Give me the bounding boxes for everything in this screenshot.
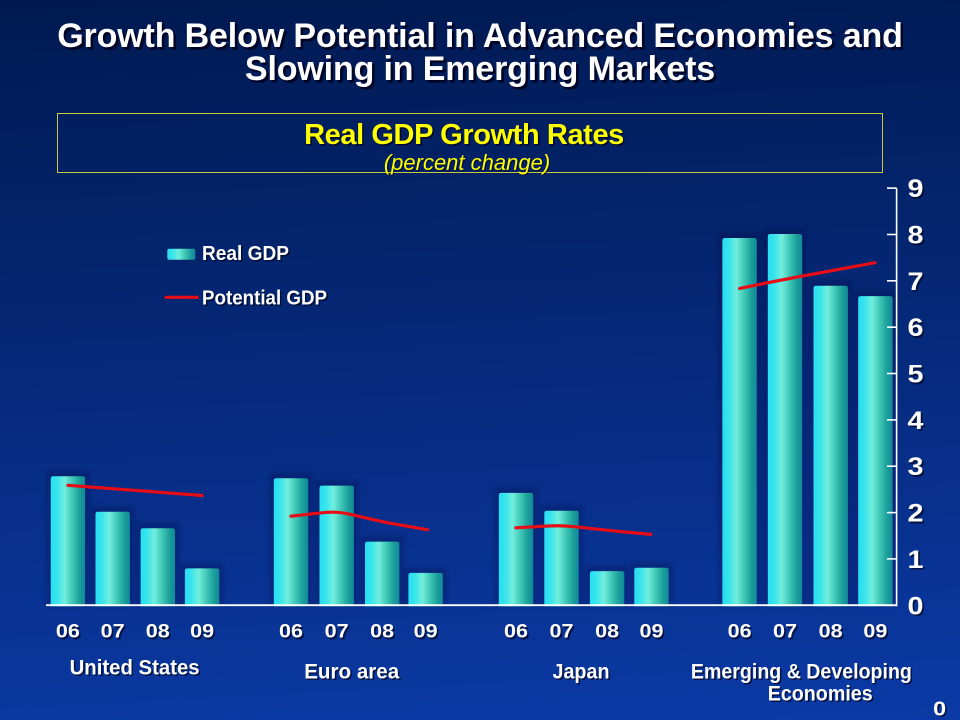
- svg-text:09: 09: [641, 623, 665, 644]
- svg-text:07: 07: [326, 623, 350, 644]
- svg-text:United States: United States: [71, 657, 201, 681]
- svg-text:08: 08: [597, 623, 621, 644]
- svg-text:Real GDP: Real GDP: [204, 245, 291, 267]
- svg-text:09: 09: [640, 622, 664, 643]
- svg-text:6: 6: [908, 314, 924, 342]
- svg-text:09: 09: [414, 622, 438, 643]
- svg-text:1: 1: [909, 548, 925, 576]
- svg-text:09: 09: [192, 623, 216, 644]
- svg-text:8: 8: [908, 222, 924, 250]
- svg-text:07: 07: [775, 623, 799, 644]
- svg-text:Economies: Economies: [769, 683, 874, 707]
- svg-text:5: 5: [908, 361, 924, 389]
- svg-text:8: 8: [909, 223, 925, 251]
- svg-text:08: 08: [595, 622, 619, 643]
- svg-text:08: 08: [146, 622, 170, 643]
- svg-text:0: 0: [935, 699, 948, 720]
- svg-text:07: 07: [325, 622, 349, 643]
- svg-text:4: 4: [909, 409, 925, 437]
- svg-text:3: 3: [908, 453, 924, 481]
- svg-text:7: 7: [909, 270, 925, 298]
- svg-text:2: 2: [908, 500, 924, 528]
- svg-text:4: 4: [908, 407, 924, 435]
- svg-text:Japan: Japan: [553, 659, 610, 683]
- svg-text:9: 9: [908, 175, 924, 203]
- svg-text:06: 06: [281, 623, 305, 644]
- svg-text:Japan: Japan: [554, 661, 611, 685]
- svg-text:Emerging & Developing: Emerging & Developing: [693, 661, 914, 685]
- svg-text:06: 06: [56, 622, 80, 643]
- svg-text:Euro area: Euro area: [304, 659, 400, 683]
- svg-text:08: 08: [147, 623, 171, 644]
- svg-text:07: 07: [101, 622, 125, 643]
- svg-text:5: 5: [909, 362, 925, 390]
- svg-text:Euro area: Euro area: [306, 661, 402, 685]
- svg-text:08: 08: [372, 623, 396, 644]
- svg-text:09: 09: [863, 622, 887, 643]
- svg-text:06: 06: [506, 623, 530, 644]
- svg-text:09: 09: [190, 622, 214, 643]
- svg-text:06: 06: [729, 623, 753, 644]
- svg-text:07: 07: [773, 622, 797, 643]
- svg-text:07: 07: [102, 623, 126, 644]
- svg-text:Real GDP: Real GDP: [202, 243, 289, 265]
- svg-text:Emerging & Developing: Emerging & Developing: [691, 660, 912, 684]
- svg-text:07: 07: [551, 623, 575, 644]
- svg-text:Economies: Economies: [768, 682, 873, 706]
- svg-text:09: 09: [865, 623, 889, 644]
- svg-text:2: 2: [909, 501, 925, 529]
- svg-text:6: 6: [909, 316, 925, 344]
- svg-text:08: 08: [370, 622, 394, 643]
- svg-text:7: 7: [908, 268, 924, 296]
- svg-text:06: 06: [728, 622, 752, 643]
- svg-text:06: 06: [504, 622, 528, 643]
- svg-text:07: 07: [550, 622, 574, 643]
- svg-text:Potential GDP: Potential GDP: [202, 288, 327, 310]
- svg-text:08: 08: [820, 623, 844, 644]
- svg-text:09: 09: [415, 623, 439, 644]
- svg-text:0: 0: [909, 594, 925, 622]
- svg-text:3: 3: [909, 455, 925, 483]
- svg-text:06: 06: [58, 623, 82, 644]
- svg-text:0: 0: [908, 592, 924, 620]
- svg-text:Potential GDP: Potential GDP: [204, 289, 329, 311]
- svg-text:08: 08: [819, 622, 843, 643]
- svg-text:United States: United States: [70, 656, 200, 680]
- svg-text:1: 1: [908, 546, 924, 574]
- svg-text:9: 9: [909, 177, 925, 205]
- svg-text:0: 0: [933, 697, 946, 720]
- svg-text:06: 06: [279, 622, 303, 643]
